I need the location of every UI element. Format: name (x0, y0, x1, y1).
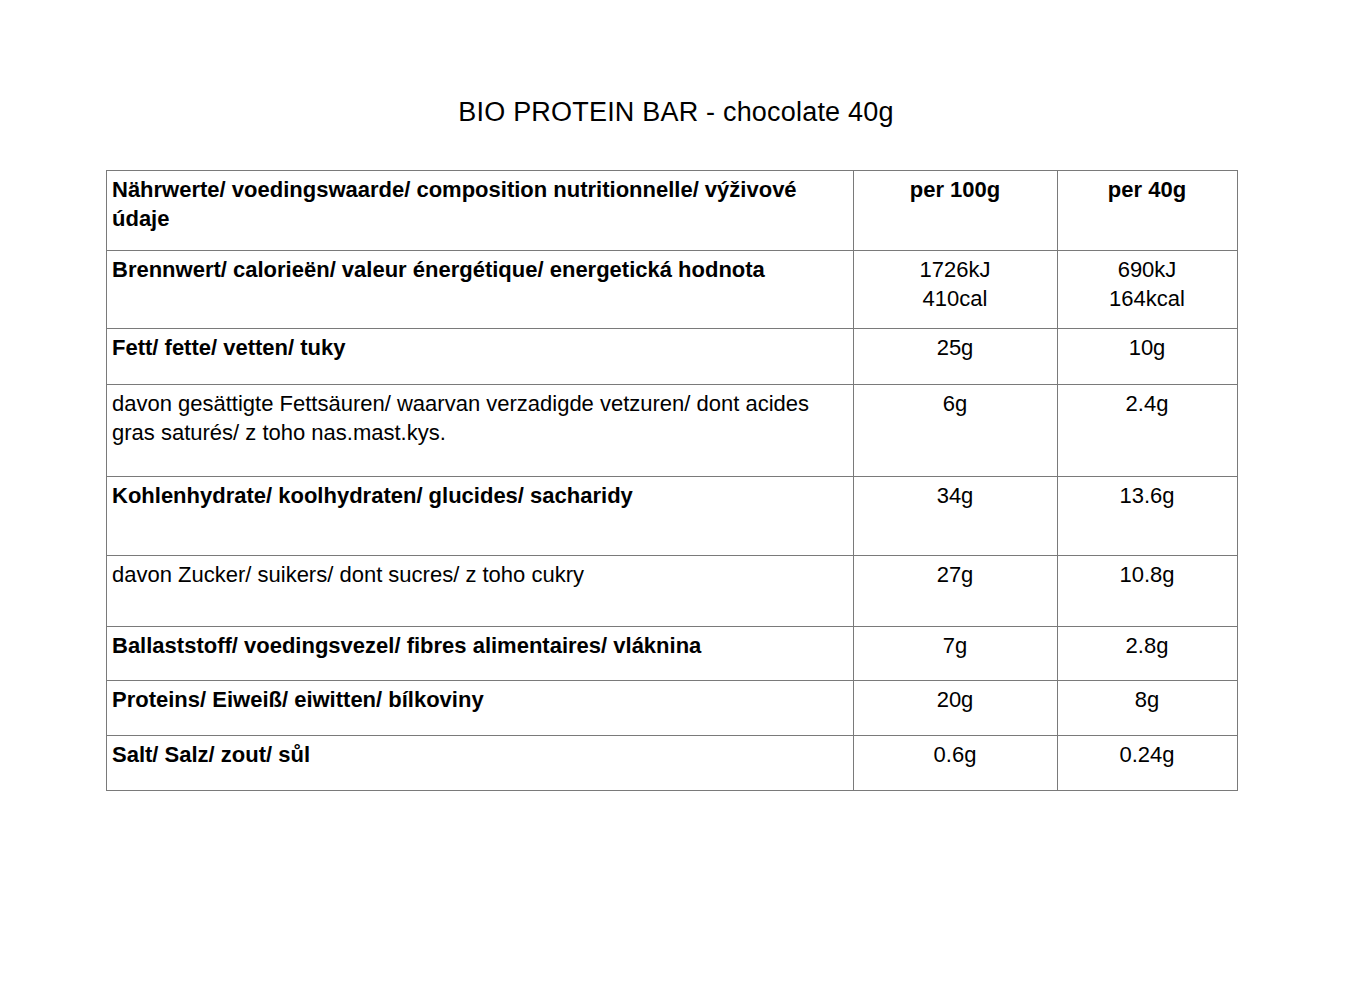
table-row-fat: Fett/ fette/ vetten/ tuky 25g 10g (107, 329, 1238, 385)
energy-label: Brennwert/ calorieën/ valeur énergétique… (107, 251, 854, 329)
energy-per-40g: 690kJ 164kcal (1058, 251, 1238, 329)
saturated-fat-per-40g: 2.4g (1058, 385, 1238, 477)
table-header-row: Nährwerte/ voedingswaarde/ composition n… (107, 171, 1238, 251)
fiber-per-40g: 2.8g (1058, 627, 1238, 681)
table-row-sugars: davon Zucker/ suikers/ dont sucres/ z to… (107, 556, 1238, 627)
carbohydrates-label: Kohlenhydrate/ koolhydraten/ glucides/ s… (107, 477, 854, 556)
table-row-saturated-fat: davon gesättigte Fettsäuren/ waarvan ver… (107, 385, 1238, 477)
salt-per-40g: 0.24g (1058, 736, 1238, 791)
sugars-per-100g: 27g (854, 556, 1058, 627)
table-row-fiber: Ballaststoff/ voedingsvezel/ fibres alim… (107, 627, 1238, 681)
protein-per-40g: 8g (1058, 681, 1238, 736)
saturated-fat-per-100g: 6g (854, 385, 1058, 477)
fiber-per-100g: 7g (854, 627, 1058, 681)
header-per-40g: per 40g (1058, 171, 1238, 251)
salt-label: Salt/ Salz/ zout/ sůl (107, 736, 854, 791)
carbohydrates-per-40g: 13.6g (1058, 477, 1238, 556)
header-per-100g: per 100g (854, 171, 1058, 251)
table-row-carbohydrates: Kohlenhydrate/ koolhydraten/ glucides/ s… (107, 477, 1238, 556)
carbohydrates-per-100g: 34g (854, 477, 1058, 556)
table-row-protein: Proteins/ Eiweiß/ eiwitten/ bílkoviny 20… (107, 681, 1238, 736)
sugars-label: davon Zucker/ suikers/ dont sucres/ z to… (107, 556, 854, 627)
fat-per-40g: 10g (1058, 329, 1238, 385)
nutrition-table: Nährwerte/ voedingswaarde/ composition n… (106, 170, 1238, 791)
energy-per-100g: 1726kJ 410cal (854, 251, 1058, 329)
fat-per-100g: 25g (854, 329, 1058, 385)
protein-per-100g: 20g (854, 681, 1058, 736)
salt-per-100g: 0.6g (854, 736, 1058, 791)
table-row-salt: Salt/ Salz/ zout/ sůl 0.6g 0.24g (107, 736, 1238, 791)
saturated-fat-label: davon gesättigte Fettsäuren/ waarvan ver… (107, 385, 854, 477)
sugars-per-40g: 10.8g (1058, 556, 1238, 627)
fiber-label: Ballaststoff/ voedingsvezel/ fibres alim… (107, 627, 854, 681)
page-title: BIO PROTEIN BAR - chocolate 40g (0, 97, 1352, 127)
fat-label: Fett/ fette/ vetten/ tuky (107, 329, 854, 385)
protein-label: Proteins/ Eiweiß/ eiwitten/ bílkoviny (107, 681, 854, 736)
header-nutrients-label: Nährwerte/ voedingswaarde/ composition n… (107, 171, 854, 251)
table-row-energy: Brennwert/ calorieën/ valeur énergétique… (107, 251, 1238, 329)
